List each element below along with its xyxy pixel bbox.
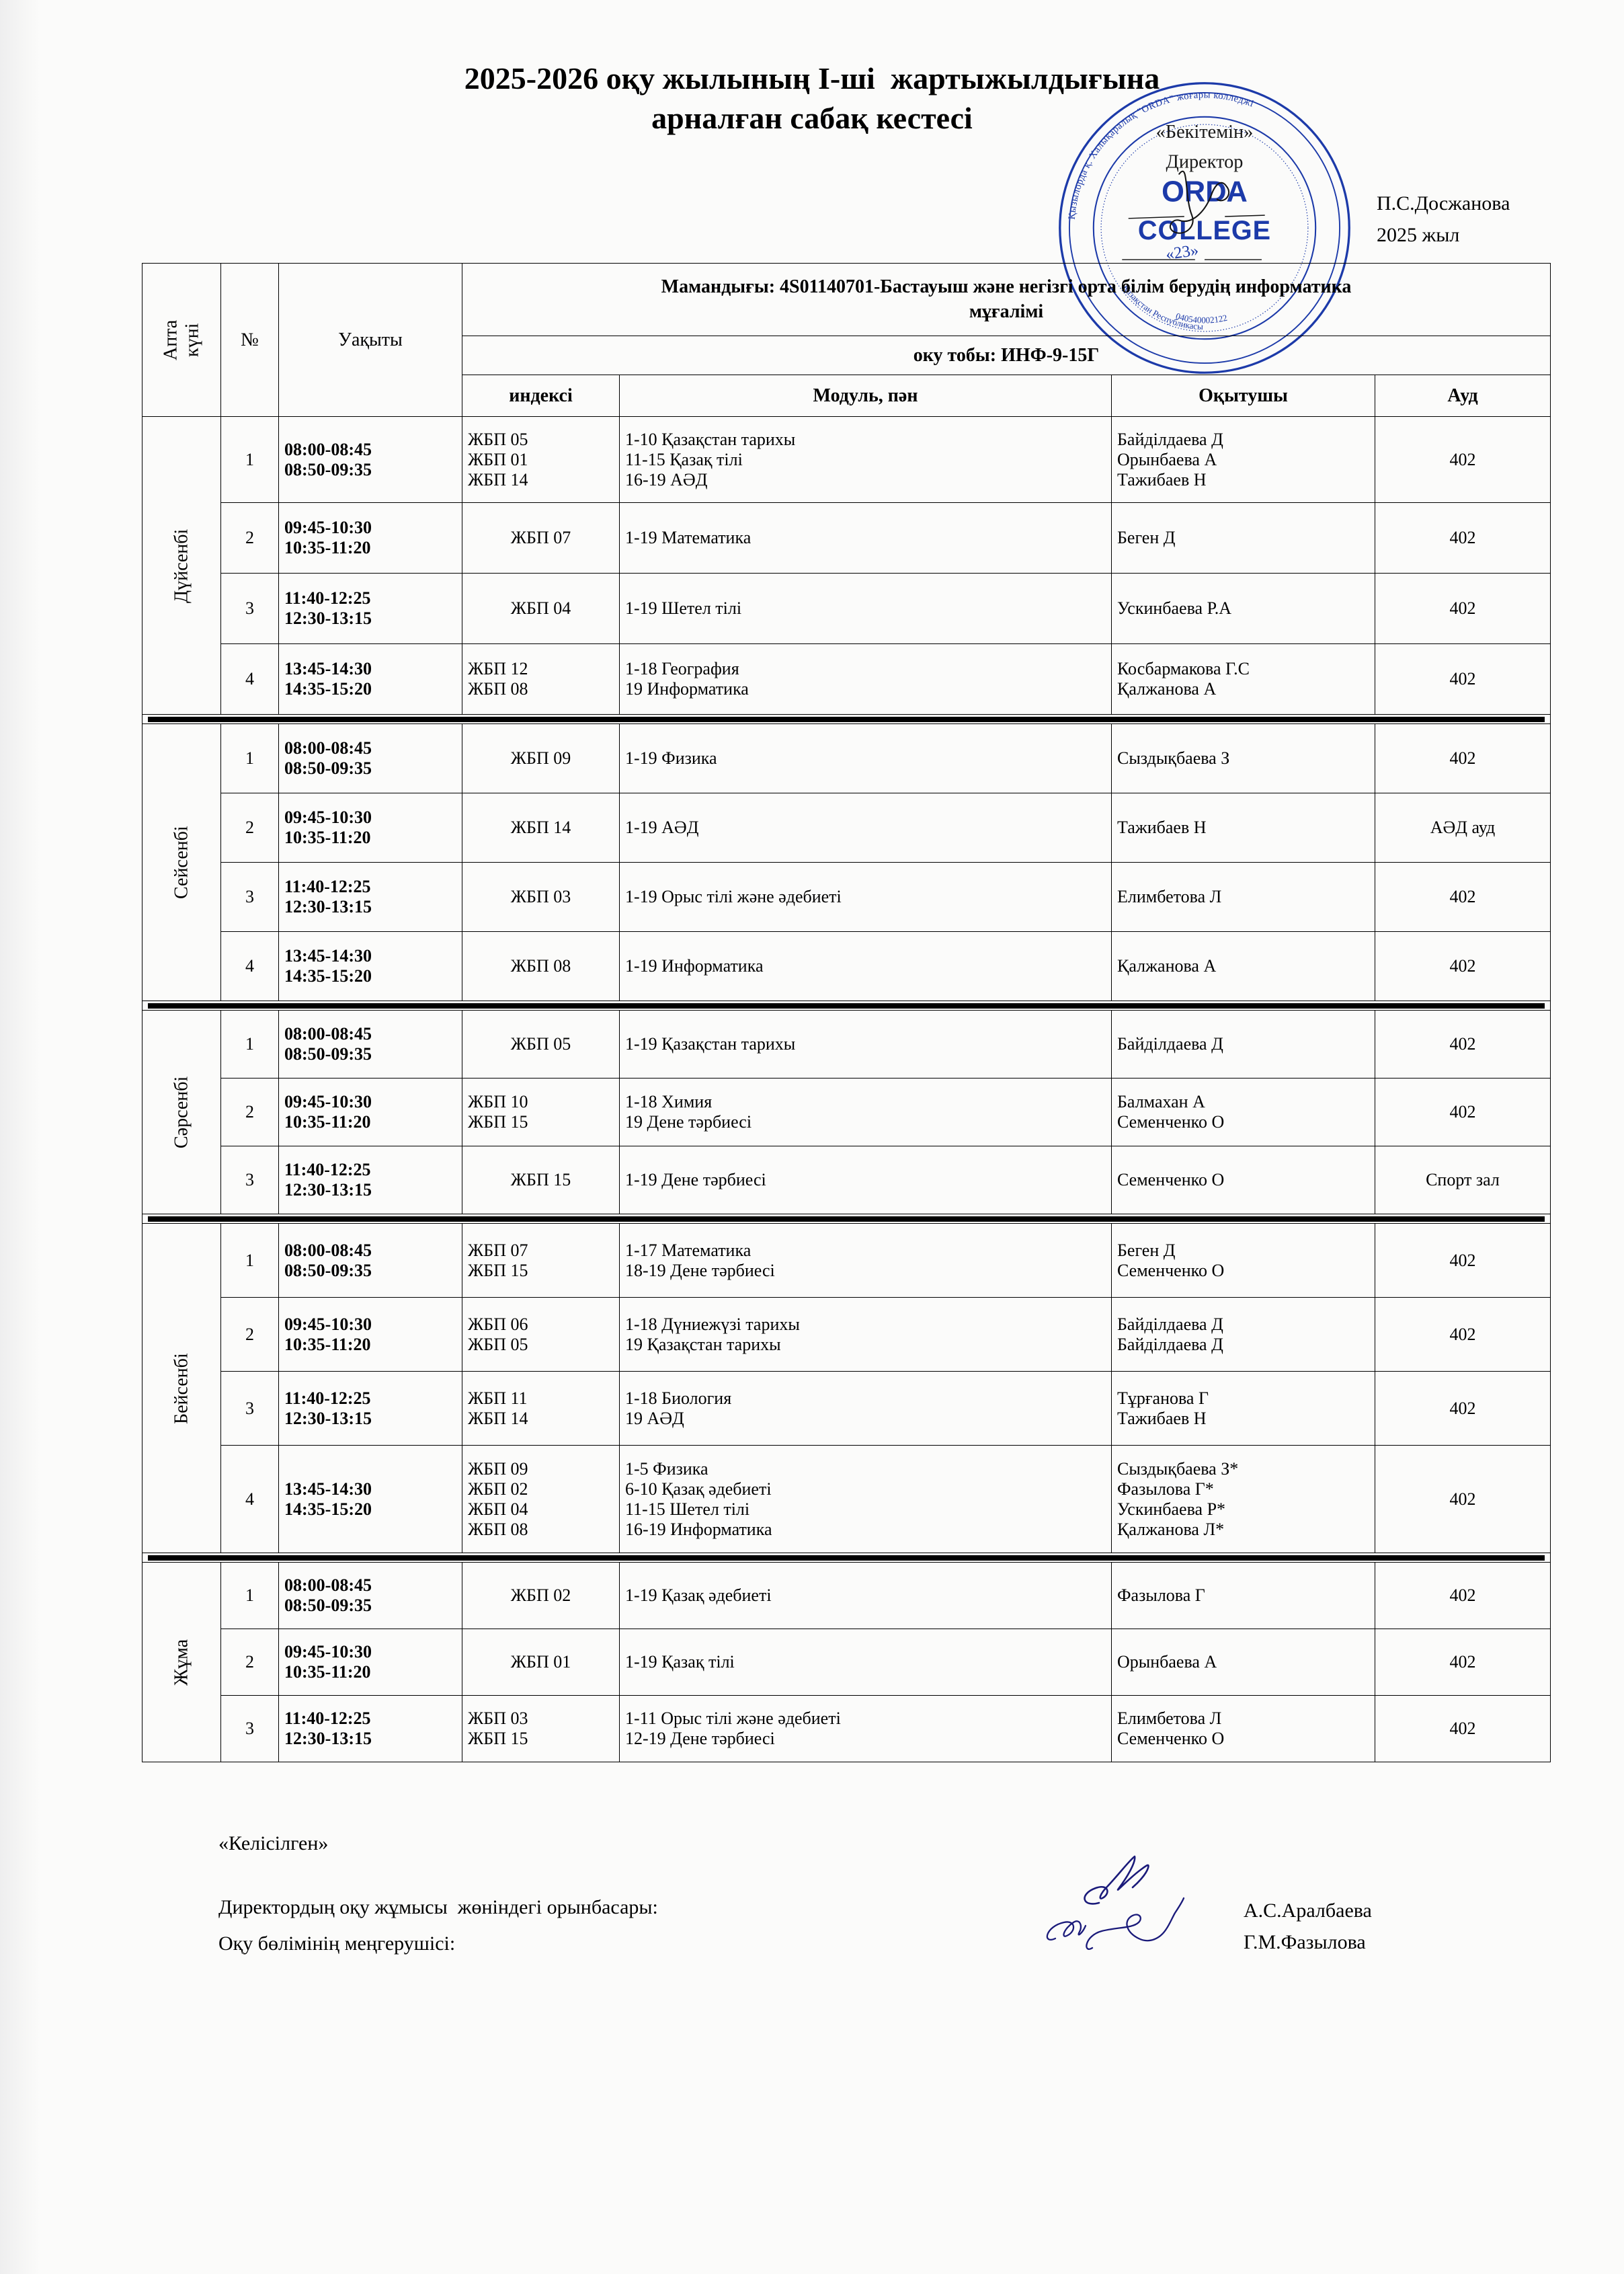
svg-text:ORDA: ORDA — [1162, 175, 1248, 208]
svg-text:COLLEGE: COLLEGE — [1138, 216, 1271, 245]
svg-text:Директор: Директор — [1166, 151, 1244, 172]
svg-text:«23»: «23» — [1164, 241, 1199, 264]
svg-text:«Бекітемін»: «Бекітемін» — [1156, 122, 1254, 143]
